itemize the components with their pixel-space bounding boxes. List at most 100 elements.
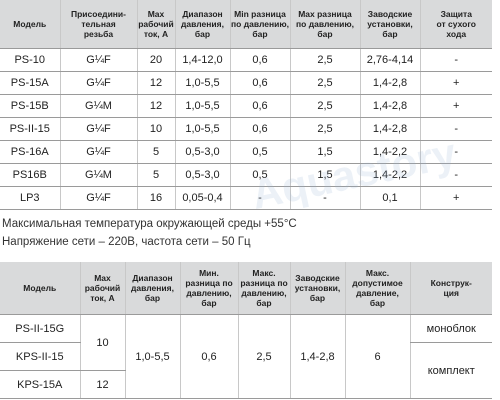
header-cell: Конструк- ция xyxy=(409,262,492,315)
cell: 12 xyxy=(79,370,125,399)
cell: комплект xyxy=(409,342,492,399)
table-kits: Модель Max рабочий ток, А Диапазон давлени… xyxy=(0,262,492,399)
cell: 10 xyxy=(136,117,175,141)
table-main: Модель Присоедини- тельная резьба Max рабо… xyxy=(0,0,492,210)
cell: PS-15B xyxy=(0,94,60,118)
cell: 1,4-2,8 xyxy=(359,71,420,95)
cell: - xyxy=(419,140,492,164)
row: LP3 G¼F 16 0,05-0,4- -0,1 + xyxy=(0,186,492,210)
cell: 1,0-5,5 xyxy=(124,314,180,399)
cell: 1,5 xyxy=(289,140,360,164)
cell: 0,6 xyxy=(229,48,290,72)
cell: 1,4-2,8 xyxy=(359,117,420,141)
header-cell: Max рабочий ток, А xyxy=(79,262,125,315)
header-cell: Min разница по давлению, бар xyxy=(229,0,290,49)
cell: 6 xyxy=(344,314,410,399)
cell: 12 xyxy=(136,94,175,118)
row: PS-II-15 G¼F 10 1,0-5,5 0,6 2,5 1,4-2,8- xyxy=(0,117,492,141)
cell: - xyxy=(419,48,492,72)
row: PS-16A G¼F 5 0,5-3,0 0,5 1,5 1,4-2,2- xyxy=(0,140,492,164)
cell: 0,5-3,0 xyxy=(174,140,230,164)
header-cell: Модель xyxy=(0,262,80,315)
cell: G¼M xyxy=(59,94,137,118)
table-body: PS-II-15G 10 1,0-5,5 0,6 2,5 1,4-2,8 6 м… xyxy=(0,314,492,399)
cell: G¼M xyxy=(59,163,137,187)
cell: моноблок xyxy=(409,314,492,343)
cell: 5 xyxy=(136,140,175,164)
cell: - xyxy=(289,186,360,210)
header-row: Модель Max рабочий ток, А Диапазон давлени… xyxy=(0,262,492,315)
header-cell: Диапазон давления, бар xyxy=(174,0,230,49)
header-cell: Защита от сухого хода xyxy=(419,0,492,49)
cell: 0,5-3,0 xyxy=(174,163,230,187)
cell: 2,76-4,14 xyxy=(359,48,420,72)
cell: 1,0-5,5 xyxy=(174,94,230,118)
cell: + xyxy=(419,71,492,95)
header-cell: Мин. разница по давлению, бар xyxy=(179,262,238,315)
cell: 0,5 xyxy=(229,140,290,164)
cell: PS-10 xyxy=(0,48,60,72)
cell: 1,4-12,0 xyxy=(174,48,230,72)
cell: G¼F xyxy=(59,140,137,164)
cell: 2,5 xyxy=(289,117,360,141)
cell: 12 xyxy=(136,71,175,95)
cell: 1,0-5,5 xyxy=(174,71,230,95)
cell: 0,1 xyxy=(359,186,420,210)
cell: G¼F xyxy=(59,117,137,141)
cell: LP3 xyxy=(0,186,60,210)
cell: KPS-II-15 xyxy=(0,342,80,371)
row: PS-15A G¼F 12 1,0-5,5 0,6 2,5 1,4-2,8 + xyxy=(0,71,492,95)
header-cell: Диапазон давления, бар xyxy=(124,262,180,315)
cell: 1,4-2,8 xyxy=(359,94,420,118)
cell: 0,6 xyxy=(229,117,290,141)
cell: 1,0-5,5 xyxy=(174,117,230,141)
cell: 1,4-2,2 xyxy=(359,140,420,164)
cell: 2,5 xyxy=(289,71,360,95)
cell: 2,5 xyxy=(289,48,360,72)
cell: - xyxy=(419,117,492,141)
cell: 5 xyxy=(136,163,175,187)
note: Напряжение сети – 220В, частота сети – 5… xyxy=(2,236,251,248)
row: PS-II-15G 10 1,0-5,5 0,6 2,5 1,4-2,8 6 м… xyxy=(0,314,492,399)
cell: PS-16A xyxy=(0,140,60,164)
table-body: PS-10 G¼F 20 1,4-12,0 0,6 2,5 2,76-4,14- PS-15A… xyxy=(0,48,492,210)
cell: 1,4-2,2 xyxy=(359,163,420,187)
cell: 2,5 xyxy=(289,94,360,118)
cell: G¼F xyxy=(59,186,137,210)
cell: 0,05-0,4 xyxy=(174,186,230,210)
header-cell: Заводские установки, бар xyxy=(289,262,345,315)
cell: 0,6 xyxy=(179,314,238,399)
cell: PS-15A xyxy=(0,71,60,95)
cell: 10 xyxy=(79,314,125,371)
cell: 0,6 xyxy=(229,71,290,95)
header-cell: Присоедини- тельная резьба xyxy=(59,0,137,49)
cell: 0,5 xyxy=(229,163,290,187)
header-cell: Макс. разница по давлению, бар xyxy=(237,262,290,315)
cell: - xyxy=(419,163,492,187)
header-cell: Max рабочий ток, А xyxy=(136,0,175,49)
header-cell: Макс. допустимое давление, бар xyxy=(344,262,410,315)
cell: PS16B xyxy=(0,163,60,187)
header-row: Модель Присоедини- тельная резьба Max рабо… xyxy=(0,0,492,49)
row: PS-15B G¼M 12 1,0-5,5 0,6 2,5 1,4-2,8 + xyxy=(0,94,492,118)
cell: 0,6 xyxy=(229,94,290,118)
row: KPS-II-15 комплект xyxy=(0,342,492,399)
cell: KPS-15A xyxy=(0,370,80,399)
cell: - xyxy=(229,186,290,210)
cell: 16 xyxy=(136,186,175,210)
row: PS16B G¼M 5 0,5-3,0 0,5 1,5 1,4-2,2- xyxy=(0,163,492,187)
cell: G¼F xyxy=(59,48,137,72)
cell: 20 xyxy=(136,48,175,72)
cell: + xyxy=(419,94,492,118)
row: PS-10 G¼F 20 1,4-12,0 0,6 2,5 2,76-4,14- xyxy=(0,48,492,72)
cell: G¼F xyxy=(59,71,137,95)
header-cell: Max разница по давлению, бар xyxy=(289,0,360,49)
cell: 1,5 xyxy=(289,163,360,187)
row: KPS-15A 12 xyxy=(0,370,492,399)
note: Максимальная температура окружающей сред… xyxy=(2,218,297,230)
cell: + xyxy=(419,186,492,210)
header-cell: Модель xyxy=(0,0,60,49)
cell: PS-II-15G xyxy=(0,314,80,343)
cell: 2,5 xyxy=(237,314,290,399)
